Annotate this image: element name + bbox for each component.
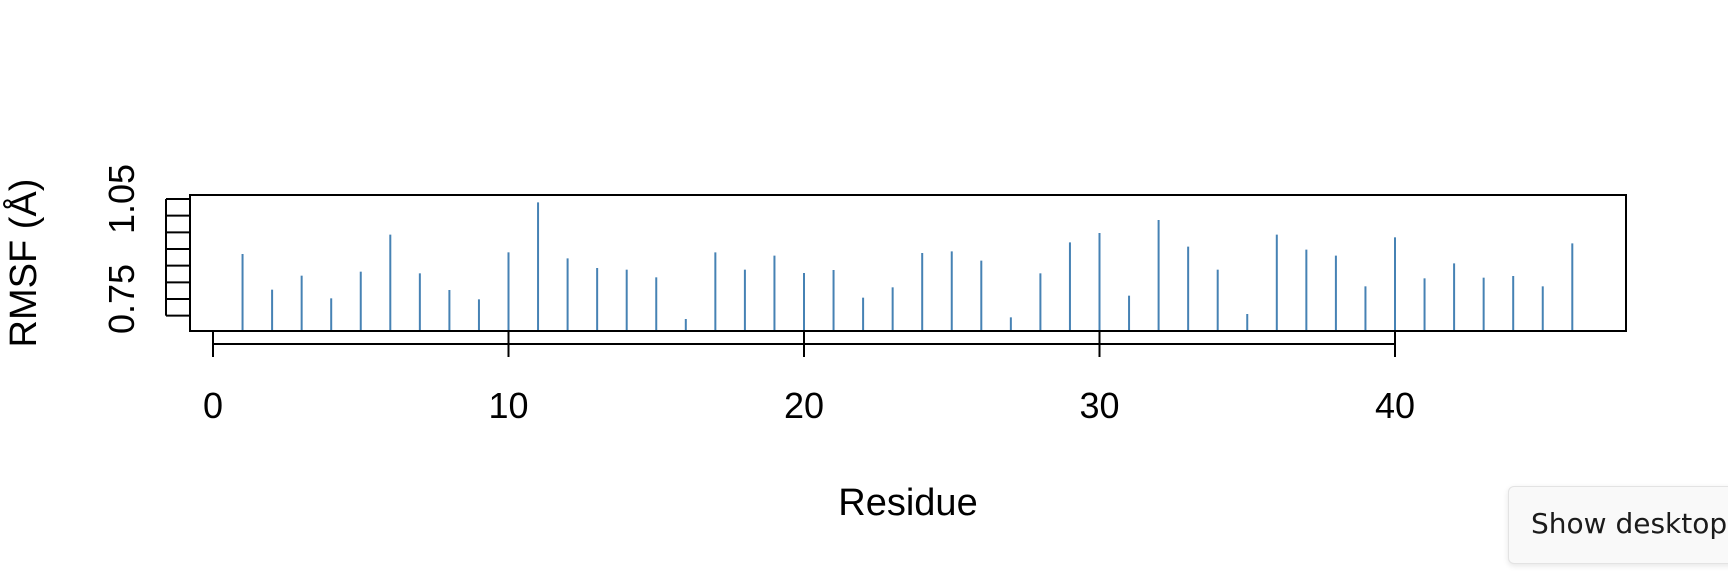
show-desktop-tooltip: Show desktop (1508, 486, 1728, 564)
x-tick-label-10: 10 (488, 385, 528, 426)
y-axis-label: RMSF (Å) (1, 179, 45, 348)
tooltip-label: Show desktop (1531, 507, 1728, 540)
x-axis: 0 10 20 30 40 (203, 330, 1415, 426)
x-tick-label-30: 30 (1079, 385, 1119, 426)
x-tick-label-0: 0 (203, 385, 223, 426)
plot-frame (189, 194, 1627, 332)
bar-series (241, 202, 1574, 330)
x-tick-label-20: 20 (784, 385, 824, 426)
y-axis: 0.75 1.05 (101, 164, 190, 334)
y-tick-label-0.75: 0.75 (101, 264, 142, 334)
x-axis-label: Residue (838, 482, 977, 524)
y-tick-label-1.05: 1.05 (101, 164, 142, 234)
x-tick-label-40: 40 (1375, 385, 1415, 426)
